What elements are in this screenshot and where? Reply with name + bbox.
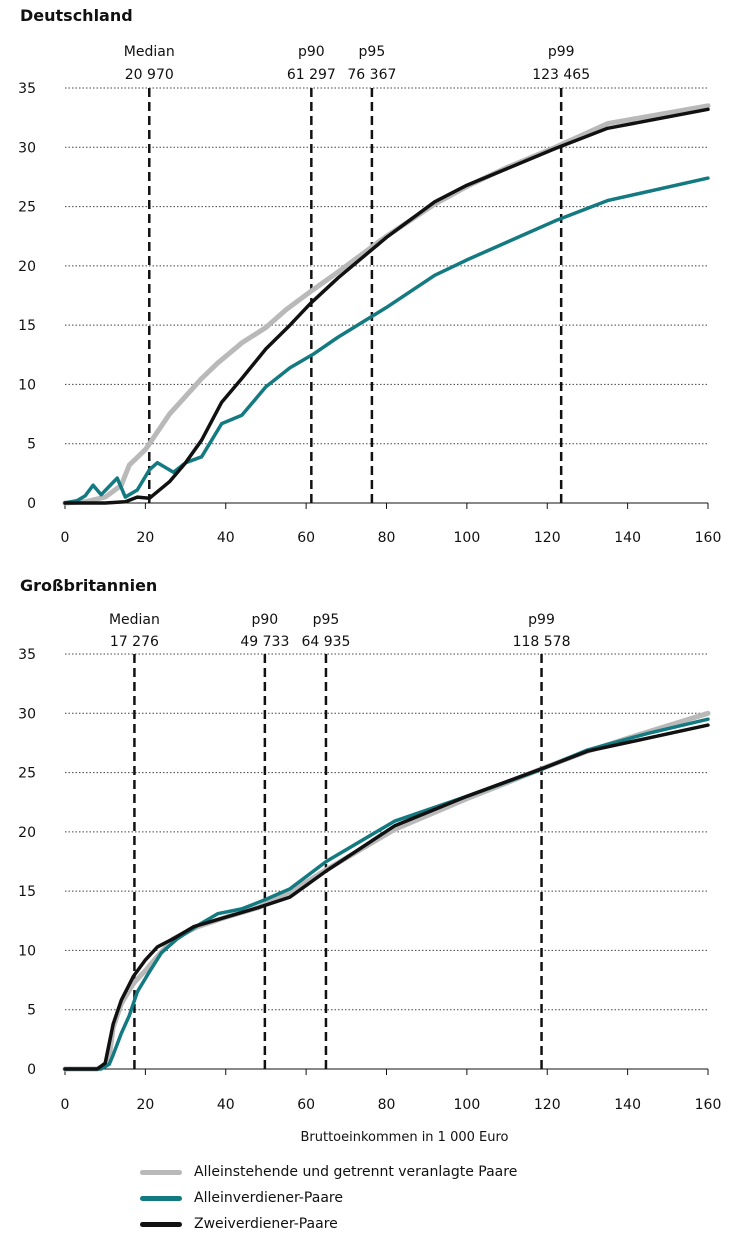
legend-swatch-gray: [140, 1169, 182, 1175]
percentile-label: p95: [313, 612, 340, 628]
y-tick-label: 30: [18, 140, 36, 156]
chart-great-britain: 0 5 10 15 20 25 30 35 0 20 40 60 80 100 120 140 160 Media…: [18, 612, 721, 1145]
percentile-value: 49 733: [240, 634, 289, 650]
legend-label: Alleinverdiener-Paare: [194, 1190, 343, 1206]
percentile-value: 118 578: [513, 634, 571, 650]
legend-label: Alleinstehende und getrennt veranlagte P…: [194, 1164, 518, 1180]
x-tick-label: 0: [61, 1097, 70, 1113]
y-tick-label: 35: [18, 81, 36, 97]
x-axis-label: Bruttoeinkommen in 1 000 Euro: [300, 1130, 508, 1145]
y-tick-label: 5: [27, 437, 36, 453]
y-tick-label: 10: [18, 943, 36, 959]
percentile-label: p90: [298, 44, 325, 60]
x-tick-label: 20: [136, 1097, 154, 1113]
percentile-value: 20 970: [125, 67, 174, 83]
percentile-label: p99: [548, 44, 575, 60]
x-tick-label: 40: [217, 1097, 235, 1113]
x-tick-label: 120: [534, 1097, 561, 1113]
legend-label: Zweiverdiener-Paare: [194, 1216, 338, 1232]
percentile-value: 123 465: [532, 67, 590, 83]
percentile-value: 76 367: [347, 67, 396, 83]
x-tick-label: 60: [297, 530, 315, 546]
x-tick-label: 120: [534, 530, 561, 546]
series-line-2: [63, 176, 710, 505]
chart-title-great-britain: Großbritannien: [20, 576, 158, 595]
x-tick-label: 60: [297, 1097, 315, 1113]
percentile-label: p95: [359, 44, 386, 60]
x-tick-label: 100: [454, 530, 481, 546]
series-line-3: [63, 107, 710, 505]
x-tick-label: 140: [614, 1097, 641, 1113]
y-tick-label: 25: [18, 200, 36, 216]
x-tick-label: 80: [378, 1097, 396, 1113]
percentile-value: 61 297: [287, 67, 336, 83]
x-tick-label: 0: [61, 530, 70, 546]
y-tick-label: 20: [18, 259, 36, 275]
y-tick-label: 0: [27, 496, 36, 512]
x-tick-label: 100: [454, 1097, 481, 1113]
legend-item: Alleinstehende und getrennt veranlagte P…: [140, 1160, 700, 1184]
percentile-label: p99: [528, 612, 555, 628]
y-tick-label: 35: [18, 647, 36, 663]
x-tick-label: 20: [136, 530, 154, 546]
percentile-value: 64 935: [301, 634, 350, 650]
series-line-2: [63, 717, 710, 1071]
legend-item: Alleinverdiener-Paare: [140, 1186, 700, 1210]
x-tick-label: 160: [695, 1097, 722, 1113]
y-tick-label: 25: [18, 766, 36, 782]
x-tick-label: 160: [695, 530, 722, 546]
x-tick-label: 40: [217, 530, 235, 546]
legend: Alleinstehende und getrennt veranlagte P…: [140, 1160, 700, 1238]
y-tick-label: 0: [27, 1062, 36, 1078]
chart-title-germany: Deutschland: [20, 6, 133, 25]
y-tick-label: 15: [18, 318, 36, 334]
y-tick-label: 15: [18, 884, 36, 900]
y-tick-label: 5: [27, 1003, 36, 1019]
percentile-label: Median: [109, 612, 160, 628]
percentile-label: Median: [124, 44, 175, 60]
percentile-value: 17 276: [110, 634, 159, 650]
y-tick-label: 20: [18, 825, 36, 841]
legend-swatch-black: [140, 1221, 182, 1227]
legend-item: Zweiverdiener-Paare: [140, 1212, 700, 1236]
x-tick-label: 80: [378, 530, 396, 546]
series-line-3: [63, 723, 710, 1071]
x-tick-label: 140: [614, 530, 641, 546]
percentile-label: p90: [252, 612, 279, 628]
y-tick-label: 10: [18, 377, 36, 393]
legend-swatch-teal: [140, 1195, 182, 1201]
y-tick-label: 30: [18, 706, 36, 722]
chart-germany: 0 5 10 15 20 25 30 35 0 20 40 60 80 100 120 140 160 Media…: [18, 44, 721, 546]
